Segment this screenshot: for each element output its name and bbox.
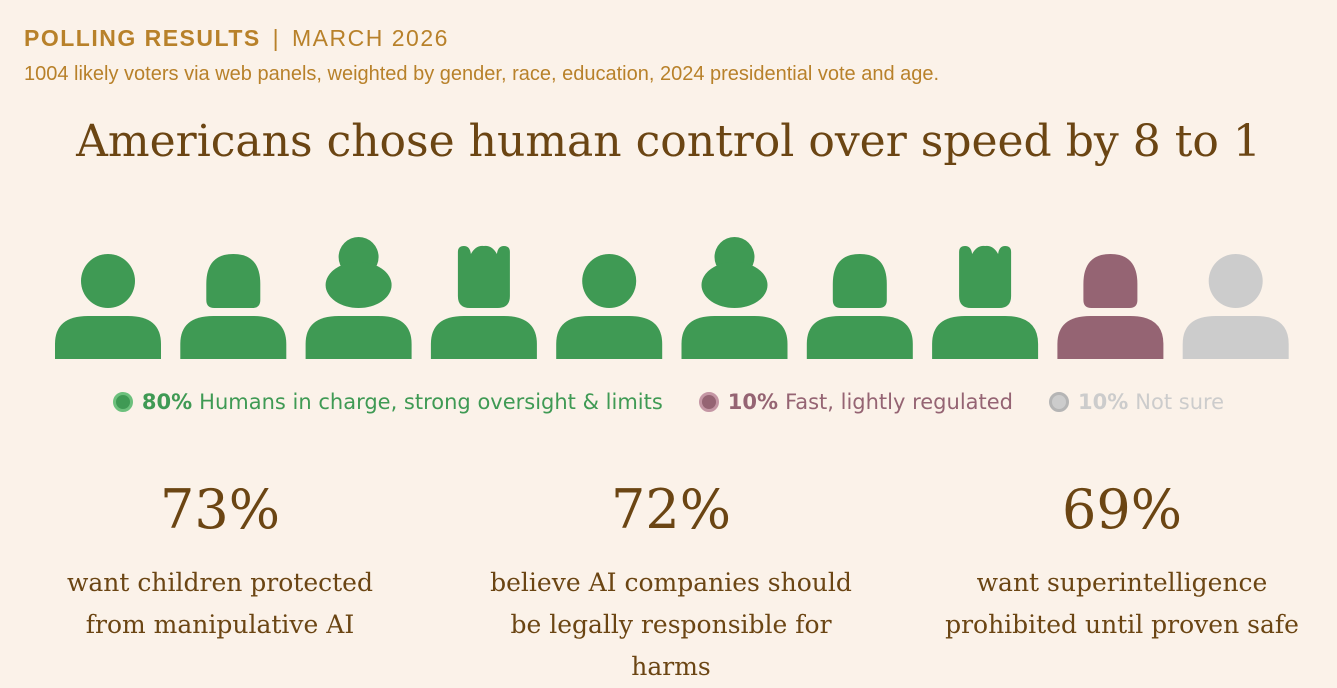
- stat-description: believe AI companies should be legally r…: [461, 562, 881, 688]
- person-icon: [681, 237, 788, 359]
- person-icon: [430, 245, 537, 359]
- person-icon: [806, 254, 913, 359]
- person-icon: [305, 237, 412, 359]
- stat-description: want superintelligence prohibited until …: [912, 562, 1332, 646]
- legend-pct: 10%: [1078, 390, 1129, 414]
- stat-legally-responsible: 72% believe AI companies should be legal…: [461, 470, 881, 688]
- legend-dot-gray: [1049, 392, 1070, 412]
- stat-line: believe AI companies should: [490, 568, 852, 597]
- legend-label: Humans in charge, strong oversight & lim…: [199, 390, 663, 414]
- stat-value: 72%: [610, 478, 732, 541]
- legend-item-fast-lightly-regulated: 10% Fast, lightly regulated: [698, 390, 1014, 414]
- person-icon: [1182, 254, 1289, 359]
- legend-item-not-sure: 10% Not sure: [1049, 390, 1224, 414]
- pictogram: [55, 237, 1289, 359]
- kicker-separator: |: [272, 25, 281, 51]
- stat-line: want children protected: [67, 568, 373, 597]
- stat-line: harms: [631, 652, 711, 681]
- legend-pct: 80%: [141, 390, 193, 414]
- stat-line: from manipulative AI: [85, 610, 355, 639]
- stat-children-protected: 73% want children protected from manipul…: [10, 470, 430, 646]
- legend-label: Fast, lightly regulated: [785, 390, 1014, 414]
- stat-value: 73%: [159, 478, 281, 541]
- legend-dot-green: [112, 392, 133, 412]
- legend-label: Not sure: [1135, 390, 1225, 414]
- chart-headline: Americans chose human control over speed…: [76, 116, 1261, 167]
- person-icon: [932, 245, 1039, 359]
- legend: 80% Humans in charge, strong oversight &…: [0, 390, 1337, 414]
- person-icon: [55, 254, 161, 359]
- methodology-subtitle: 1004 likely voters via web panels, weigh…: [24, 63, 940, 85]
- stat-line: prohibited until proven safe: [945, 610, 1299, 639]
- kicker-title: POLLING RESULTS: [24, 25, 261, 51]
- kicker-date: MARCH 2026: [292, 25, 449, 51]
- legend-pct: 10%: [727, 390, 779, 414]
- person-icon: [180, 254, 287, 359]
- stat-line: be legally responsible for: [510, 610, 832, 639]
- legend-dot-mauve: [698, 392, 719, 412]
- person-icon: [556, 254, 663, 359]
- stat-line: want superintelligence: [976, 568, 1268, 597]
- person-icon: [1057, 254, 1164, 359]
- kicker: POLLING RESULTS | MARCH 2026: [24, 25, 449, 52]
- stat-superintelligence-prohibited: 69% want superintelligence prohibited un…: [912, 470, 1332, 646]
- stat-value: 69%: [1061, 478, 1183, 541]
- stat-description: want children protected from manipulativ…: [10, 562, 430, 646]
- legend-item-humans-in-charge: 80% Humans in charge, strong oversight &…: [112, 390, 663, 414]
